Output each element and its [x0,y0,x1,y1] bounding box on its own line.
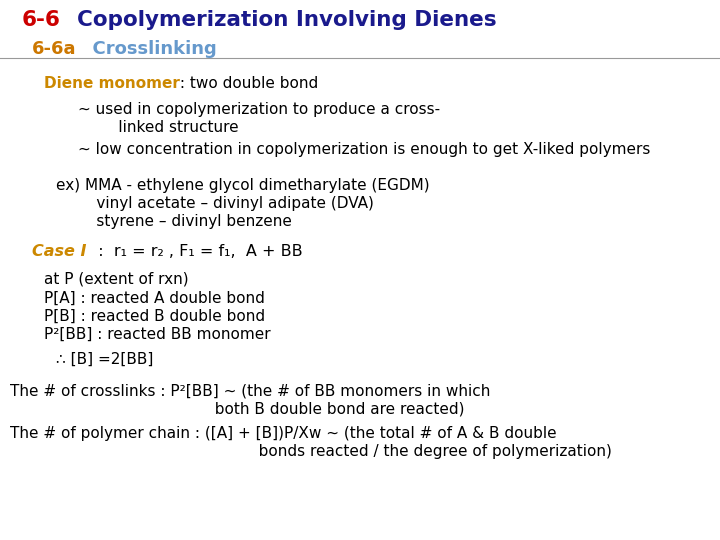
Text: :  r₁ = r₂ , F₁ = f₁,  A + BB: : r₁ = r₂ , F₁ = f₁, A + BB [88,244,302,259]
Text: ∴ [B] =2[BB]: ∴ [B] =2[BB] [56,352,153,367]
Text: ex) MMA - ethylene glycol dimetharylate (EGDM): ex) MMA - ethylene glycol dimetharylate … [56,178,430,193]
Text: linked structure: linked structure [94,120,238,135]
Text: : two double bond: : two double bond [175,76,318,91]
Text: Copolymerization Involving Dienes: Copolymerization Involving Dienes [62,10,497,30]
Text: The # of crosslinks : P²[BB] ~ (the # of BB monomers in which: The # of crosslinks : P²[BB] ~ (the # of… [10,384,490,399]
Text: both B double bond are reacted): both B double bond are reacted) [10,402,464,417]
Text: Crosslinking: Crosslinking [80,40,217,58]
Text: ~ low concentration in copolymerization is enough to get X-liked polymers: ~ low concentration in copolymerization … [78,142,650,157]
Text: P[A] : reacted A double bond: P[A] : reacted A double bond [44,291,265,306]
Text: The # of polymer chain : ([A] + [B])P/Xw ~ (the total # of A & B double: The # of polymer chain : ([A] + [B])P/Xw… [10,426,557,441]
Text: at P (extent of rxn): at P (extent of rxn) [44,272,189,287]
Text: vinyl acetate – divinyl adipate (DVA): vinyl acetate – divinyl adipate (DVA) [72,196,374,211]
Text: 6-6: 6-6 [22,10,61,30]
Text: Case I: Case I [32,244,86,259]
Text: bonds reacted / the degree of polymerization): bonds reacted / the degree of polymeriza… [10,444,612,459]
Text: ~ used in copolymerization to produce a cross-: ~ used in copolymerization to produce a … [78,102,440,117]
Text: 6-6a: 6-6a [32,40,76,58]
Text: P[B] : reacted B double bond: P[B] : reacted B double bond [44,309,265,324]
Text: Diene monomer: Diene monomer [44,76,180,91]
Text: P²[BB] : reacted BB monomer: P²[BB] : reacted BB monomer [44,327,271,342]
Text: styrene – divinyl benzene: styrene – divinyl benzene [72,214,292,229]
